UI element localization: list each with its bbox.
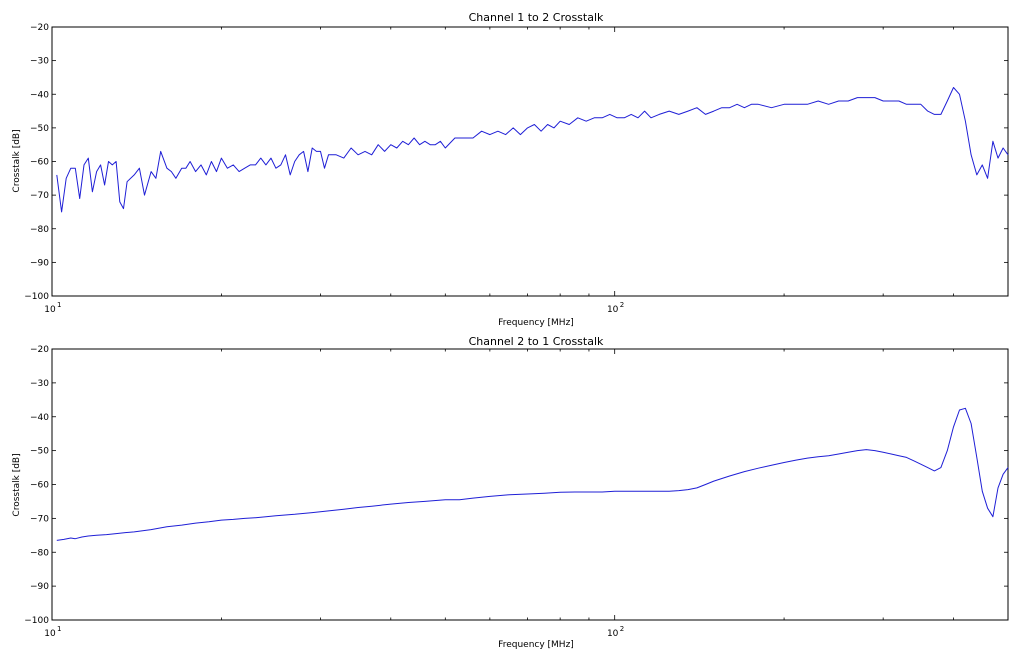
y-tick-label: −60 [30,158,49,168]
y-tick-label: −20 [30,345,49,355]
x-axis-label: Frequency [MHz] [498,640,574,650]
y-tick-label: −30 [30,379,49,389]
y-tick-label: −20 [30,23,49,33]
x-tick-exponent: 2 [620,301,624,309]
y-tick-label: −70 [30,191,49,201]
y-tick-label: −70 [30,514,49,524]
y-tick-label: −80 [30,548,49,558]
series-line [56,407,1009,541]
y-tick-label: −50 [30,447,49,457]
x-tick-exponent: 1 [57,301,61,309]
plot-area [51,348,1009,621]
x-tick-label: 10 [607,305,619,315]
y-tick-label: −40 [30,90,49,100]
y-tick-label: −80 [30,225,49,235]
y-tick-label: −100 [24,292,49,302]
y-tick-label: −60 [30,481,49,491]
series-line [56,87,1009,213]
y-axis-label: Crosstalk [dB] [12,129,22,192]
y-axis: −100 −90 −80 −70 −60 −50 −40 −30 −20 [24,345,1008,626]
x-tick-label: 10 [44,305,56,315]
chart-title: Channel 2 to 1 Crosstalk [469,335,604,348]
plot-area [51,26,1009,297]
y-axis: −100 −90 −80 −70 −60 −50 −40 −30 −20 [24,23,1008,302]
x-tick-label: 10 [607,629,619,639]
y-axis-label: Crosstalk [dB] [12,453,22,516]
x-tick-exponent: 2 [620,625,624,633]
x-tick-exponent: 1 [57,625,61,633]
x-tick-label: 10 [44,629,56,639]
y-tick-label: −50 [30,124,49,134]
x-axis: 10 1 10 2 [44,27,1009,315]
x-axis-label: Frequency [MHz] [498,318,574,328]
y-tick-label: −90 [30,258,49,268]
y-tick-label: −100 [24,616,49,626]
y-tick-label: −40 [30,413,49,423]
x-axis: 10 1 10 2 [44,349,1009,639]
chart-title: Channel 1 to 2 Crosstalk [469,11,604,24]
y-tick-label: −90 [30,582,49,592]
y-tick-label: −30 [30,57,49,67]
chart-panel-channel-1-to-2: Channel 1 to 2 Crosstalk −100 −90 −80 −70 −6… [12,11,1009,328]
chart-panel-channel-2-to-1: Channel 2 to 1 Crosstalk −100 −90 −80 −70 −6… [12,335,1009,650]
